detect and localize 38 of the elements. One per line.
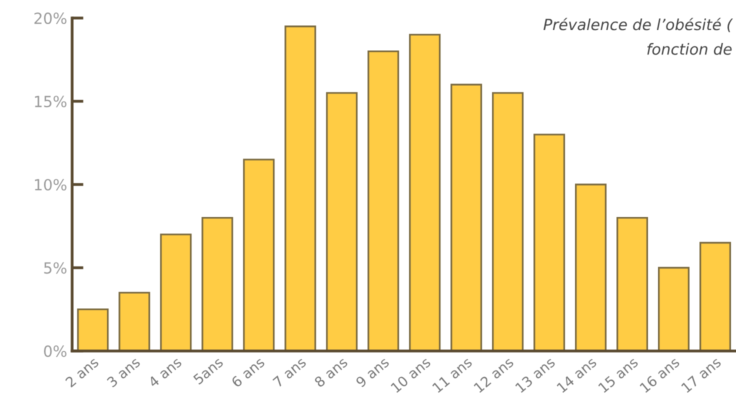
bar — [699, 242, 732, 351]
chart-title: Prévalence de l’obésité ( — [544, 18, 733, 32]
bar — [326, 92, 358, 351]
y-tick-label: 10% — [34, 178, 66, 191]
bar — [77, 308, 109, 351]
bar — [409, 34, 441, 351]
x-tick-label: 14 ans — [556, 356, 598, 394]
bar — [575, 184, 607, 351]
x-tick-label: 15 ans — [598, 356, 639, 394]
bar — [534, 134, 566, 351]
x-tick-label: 16 ans — [639, 356, 680, 394]
x-tick-label: 13 ans — [514, 356, 556, 394]
y-tick-label: 15% — [34, 96, 66, 108]
x-tick-label: 12 ans — [473, 356, 514, 394]
bar — [118, 292, 150, 351]
y-tick-label: 0% — [44, 345, 66, 357]
x-tick-label: 8 ans — [314, 356, 348, 388]
x-tick-label: 3 ans — [106, 356, 141, 388]
bar — [202, 216, 234, 351]
bar — [243, 158, 275, 351]
bar — [616, 216, 648, 351]
x-tick-label: 17 ans — [680, 356, 722, 394]
x-tick-label: 10 ans — [390, 356, 432, 394]
y-tick-label: 5% — [44, 262, 66, 274]
bar — [284, 26, 316, 351]
bar — [492, 92, 524, 351]
x-tick-label: 11 ans — [432, 356, 473, 394]
bar — [450, 84, 482, 351]
x-tick-label: 6 ans — [230, 356, 266, 388]
x-tick-label: 4 ans — [148, 356, 182, 388]
x-tick-label: 9 ans — [355, 356, 390, 388]
bar — [368, 50, 400, 351]
text: fonction de — [647, 43, 732, 55]
bar — [658, 266, 690, 351]
x-tick-label: 2 ans — [64, 356, 100, 388]
bar — [160, 234, 192, 351]
x-tick-label: 7 ans — [272, 356, 307, 388]
y-tick-label: 20% — [34, 12, 66, 24]
